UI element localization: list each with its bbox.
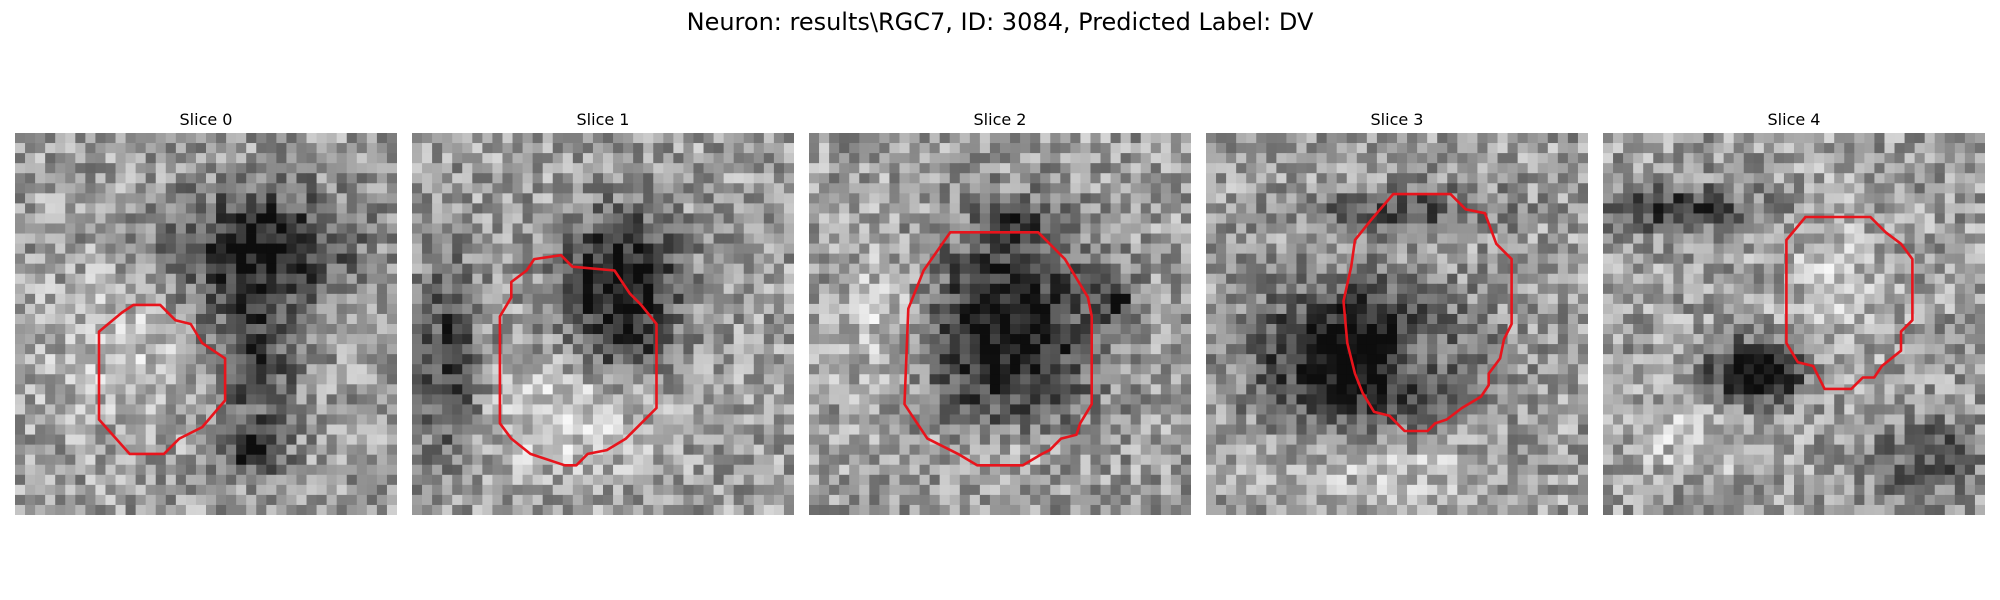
slice-title: Slice 2 <box>973 110 1027 129</box>
slice-title: Slice 0 <box>179 110 233 129</box>
slice-image <box>1206 133 1588 515</box>
slice-image <box>15 133 397 515</box>
slice-panel-4: Slice 4 <box>1603 108 1985 515</box>
slice-title: Slice 4 <box>1767 110 1821 129</box>
slice-title: Slice 3 <box>1370 110 1424 129</box>
slice-panel-0: Slice 0 <box>15 108 397 515</box>
slice-image <box>809 133 1191 515</box>
figure-title: Neuron: results\RGC7, ID: 3084, Predicte… <box>686 8 1314 36</box>
slice-title: Slice 1 <box>576 110 630 129</box>
slice-panel-3: Slice 3 <box>1206 108 1588 515</box>
roi-contour <box>1342 192 1513 433</box>
slice-panel-1: Slice 1 <box>412 108 794 515</box>
slice-panel-2: Slice 2 <box>809 108 1191 515</box>
roi-contour <box>903 231 1094 467</box>
roi-contour <box>97 303 227 456</box>
roi-contour <box>498 253 658 467</box>
slice-image <box>412 133 794 515</box>
roi-contour <box>1785 215 1914 391</box>
slice-image <box>1603 133 1985 515</box>
